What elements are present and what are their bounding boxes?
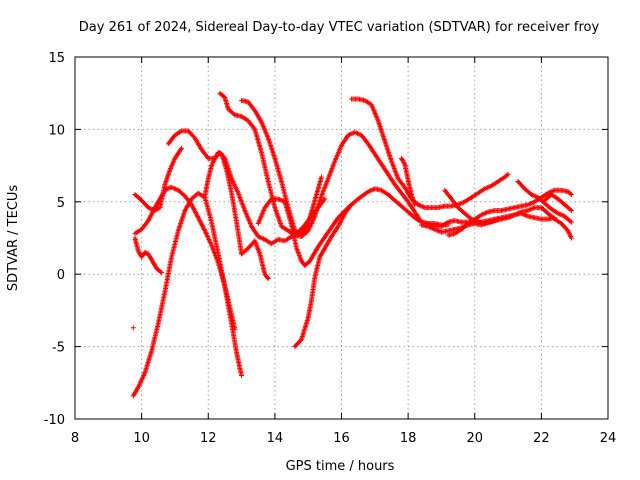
chart-title: Day 261 of 2024, Sidereal Day-to-day VTE… (79, 20, 600, 35)
data-point (348, 202, 354, 208)
data-point (505, 171, 511, 177)
series-arc-12 (348, 96, 511, 211)
x-tick-label: 10 (133, 431, 150, 446)
data-point (568, 207, 574, 213)
data-point (568, 235, 574, 241)
series-arc-8 (239, 97, 325, 237)
data-point (567, 207, 573, 213)
x-tick-label: 16 (333, 431, 350, 446)
series-arc-2 (132, 184, 238, 332)
data-point (335, 215, 341, 221)
data-point (504, 172, 510, 178)
data-point (130, 325, 136, 331)
data-point (158, 269, 164, 275)
y-tick-label: 10 (48, 123, 65, 138)
y-tick-labels: -10 -5 0 5 10 15 (44, 51, 65, 428)
x-tick-label: 24 (600, 431, 617, 446)
x-tick-label: 18 (400, 431, 417, 446)
data-point (568, 219, 574, 225)
data-marks (130, 90, 574, 399)
series-arc-4 (132, 235, 165, 276)
data-point (567, 218, 573, 224)
series-outlier (130, 325, 136, 331)
x-tick-label: 20 (466, 431, 483, 446)
y-tick-label: 15 (48, 51, 65, 66)
series-arc-11 (292, 202, 354, 350)
series-arc-17 (515, 179, 574, 225)
y-tick-label: -5 (52, 341, 65, 356)
series-arc-6 (202, 150, 245, 257)
y-axis-label: SDTVAR / TECUs (6, 185, 21, 292)
x-tick-label: 22 (533, 431, 550, 446)
data-point (552, 215, 558, 221)
data-point (445, 222, 451, 228)
series-arc-9 (239, 238, 271, 282)
data-point (322, 196, 328, 202)
y-tick-label: -10 (44, 413, 65, 428)
data-point (495, 216, 501, 222)
y-tick-label: 0 (57, 268, 65, 283)
data-point (239, 373, 245, 379)
data-point (264, 274, 270, 280)
data-point (567, 191, 573, 197)
data-point (159, 270, 165, 276)
series-arc-18 (542, 192, 574, 213)
data-point (401, 160, 407, 166)
y-tick-label: 5 (57, 196, 65, 211)
x-axis-label: GPS time / hours (286, 459, 395, 474)
data-point (319, 174, 325, 180)
x-tick-label: 14 (267, 431, 284, 446)
x-tick-label: 12 (200, 431, 217, 446)
data-point (568, 192, 574, 198)
data-point (232, 326, 238, 332)
data-point (336, 214, 342, 220)
data-point (265, 276, 271, 282)
x-tick-label: 8 (71, 431, 79, 446)
x-tick-labels: 8 10 12 14 16 18 20 22 24 (71, 431, 616, 446)
series-arc-13 (398, 155, 418, 208)
data-point (412, 202, 418, 208)
axis-ticks (74, 56, 609, 420)
data-point (179, 145, 185, 151)
grid-lines (75, 57, 608, 419)
series-arc-3 (132, 145, 185, 213)
